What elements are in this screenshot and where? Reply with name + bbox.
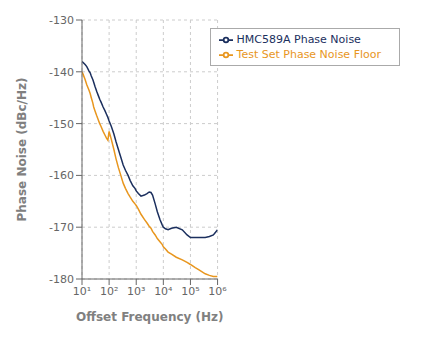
- svg-text:-170: -170: [49, 221, 74, 234]
- svg-text:-140: -140: [49, 66, 74, 79]
- svg-text:10⁴: 10⁴: [154, 285, 173, 298]
- svg-text:10⁶: 10⁶: [208, 285, 227, 298]
- svg-text:-160: -160: [49, 169, 74, 182]
- svg-text:10²: 10²: [100, 285, 118, 298]
- svg-text:10³: 10³: [127, 285, 145, 298]
- svg-text:Offset Frequency (Hz): Offset Frequency (Hz): [76, 310, 224, 324]
- html-text:HMC589A Phase Noise: HMC589A Phase Noise: [236, 33, 361, 46]
- svg-text:Phase Noise (dBc/Hz): Phase Noise (dBc/Hz): [15, 78, 29, 222]
- html-text:Test Set Phase Noise Floor: Test Set Phase Noise Floor: [236, 48, 381, 61]
- svg-text:10¹: 10¹: [73, 285, 91, 298]
- svg-text:-130: -130: [49, 14, 74, 27]
- svg-text:-180: -180: [49, 273, 74, 286]
- svg-text:-150: -150: [49, 118, 74, 131]
- svg-text:10⁵: 10⁵: [181, 285, 199, 298]
